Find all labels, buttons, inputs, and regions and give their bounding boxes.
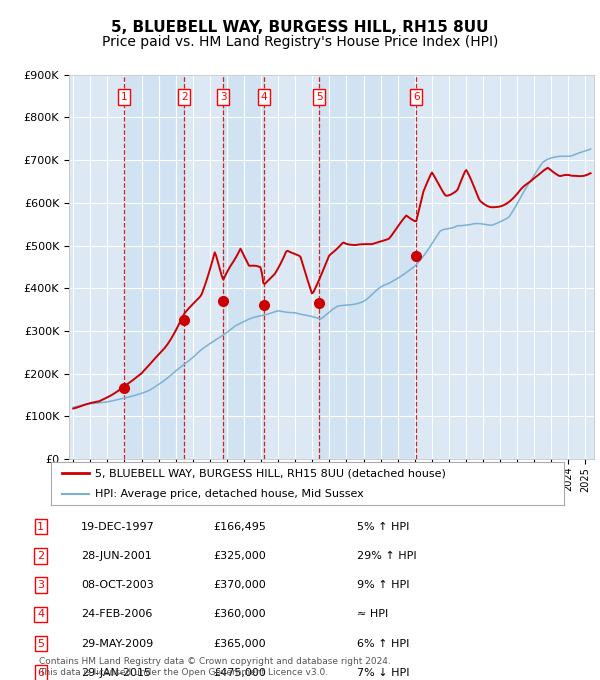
Text: 28-JUN-2001: 28-JUN-2001 bbox=[81, 551, 152, 561]
Text: 4: 4 bbox=[260, 92, 267, 102]
Text: 19-DEC-1997: 19-DEC-1997 bbox=[81, 522, 155, 532]
Text: £325,000: £325,000 bbox=[213, 551, 266, 561]
Text: 24-FEB-2006: 24-FEB-2006 bbox=[81, 609, 152, 619]
Text: 5% ↑ HPI: 5% ↑ HPI bbox=[357, 522, 409, 532]
Text: 29-JAN-2015: 29-JAN-2015 bbox=[81, 668, 151, 678]
Text: 5: 5 bbox=[37, 639, 44, 649]
Text: 6: 6 bbox=[37, 668, 44, 678]
Text: 9% ↑ HPI: 9% ↑ HPI bbox=[357, 580, 409, 590]
Text: 5: 5 bbox=[316, 92, 323, 102]
Bar bbox=[319, 75, 416, 459]
Text: 3: 3 bbox=[220, 92, 226, 102]
Text: 2: 2 bbox=[37, 551, 44, 561]
Text: £475,000: £475,000 bbox=[213, 668, 266, 678]
Text: £166,495: £166,495 bbox=[213, 522, 266, 532]
Text: 29-MAY-2009: 29-MAY-2009 bbox=[81, 639, 153, 649]
Text: Price paid vs. HM Land Registry's House Price Index (HPI): Price paid vs. HM Land Registry's House … bbox=[102, 35, 498, 49]
Text: 08-OCT-2003: 08-OCT-2003 bbox=[81, 580, 154, 590]
Bar bbox=[223, 75, 263, 459]
Bar bbox=[124, 75, 184, 459]
Text: Contains HM Land Registry data © Crown copyright and database right 2024.
This d: Contains HM Land Registry data © Crown c… bbox=[39, 657, 391, 677]
Text: 1: 1 bbox=[121, 92, 127, 102]
Text: 5, BLUEBELL WAY, BURGESS HILL, RH15 8UU (detached house): 5, BLUEBELL WAY, BURGESS HILL, RH15 8UU … bbox=[95, 469, 445, 478]
Text: 5, BLUEBELL WAY, BURGESS HILL, RH15 8UU: 5, BLUEBELL WAY, BURGESS HILL, RH15 8UU bbox=[111, 20, 489, 35]
Text: 6: 6 bbox=[413, 92, 419, 102]
Text: 7% ↓ HPI: 7% ↓ HPI bbox=[357, 668, 409, 678]
Text: 29% ↑ HPI: 29% ↑ HPI bbox=[357, 551, 416, 561]
Text: ≈ HPI: ≈ HPI bbox=[357, 609, 388, 619]
Text: 2: 2 bbox=[181, 92, 187, 102]
Text: HPI: Average price, detached house, Mid Sussex: HPI: Average price, detached house, Mid … bbox=[95, 489, 364, 498]
Text: 1: 1 bbox=[37, 522, 44, 532]
Text: 6% ↑ HPI: 6% ↑ HPI bbox=[357, 639, 409, 649]
Text: 4: 4 bbox=[37, 609, 44, 619]
Text: £365,000: £365,000 bbox=[213, 639, 266, 649]
Text: 3: 3 bbox=[37, 580, 44, 590]
Text: £360,000: £360,000 bbox=[213, 609, 266, 619]
Text: £370,000: £370,000 bbox=[213, 580, 266, 590]
